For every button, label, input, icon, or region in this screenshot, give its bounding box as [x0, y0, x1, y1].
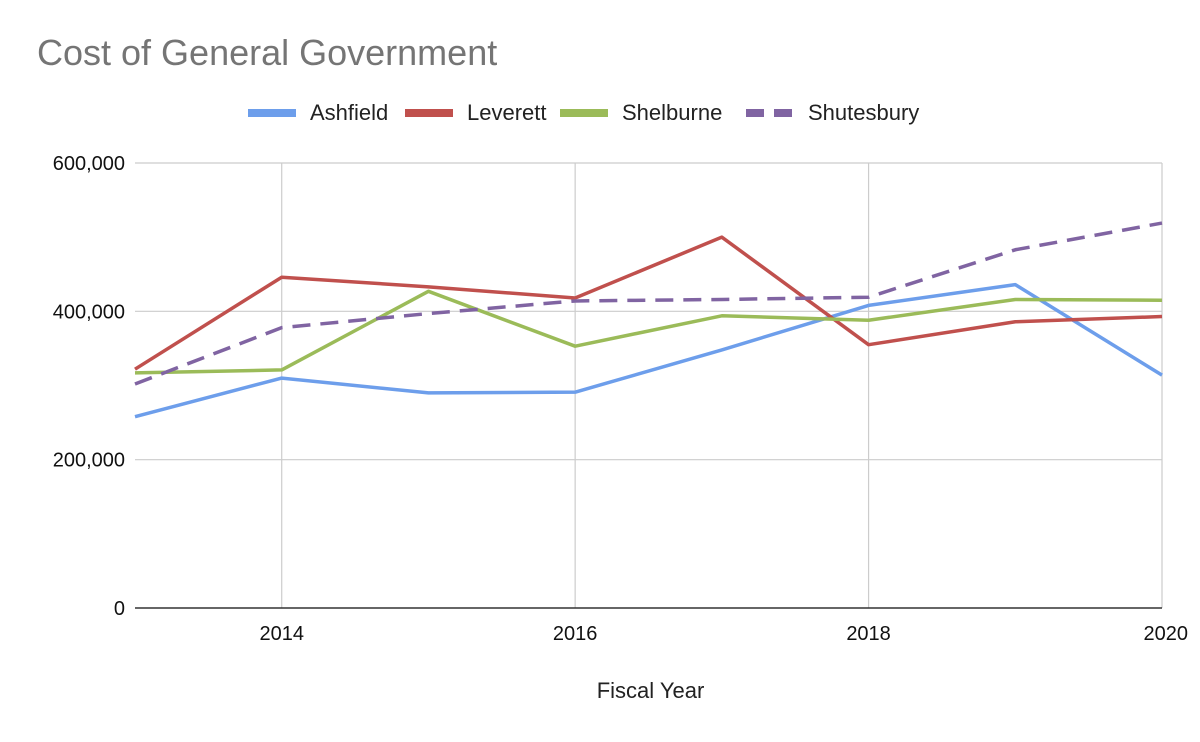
y-tick-label-3: 600,000	[53, 153, 125, 175]
legend-label-leverett: Leverett	[467, 100, 547, 125]
series-line-shelburne	[134, 289, 1163, 375]
y-tick-label-2: 400,000	[53, 301, 125, 323]
legend-swatch-ashfield	[248, 109, 296, 117]
series-line-leverett	[134, 235, 1163, 371]
y-tick-label-0: 0	[114, 598, 125, 620]
x-axis-title: Fiscal Year	[597, 678, 705, 703]
legend-swatch-leverett	[405, 109, 453, 117]
legend: Ashfield Leverett Shelburne Shutesbury	[0, 98, 1200, 128]
legend-label-shutesbury: Shutesbury	[808, 100, 920, 125]
y-tick-label-1: 200,000	[53, 450, 125, 472]
legend-item-shelburne: Shelburne	[560, 98, 722, 128]
x-tick-label-2: 2018	[846, 623, 891, 645]
legend-label-shelburne: Shelburne	[622, 100, 723, 125]
legend-item-shutesbury: Shutesbury	[746, 98, 919, 128]
x-tick-label-1: 2016	[553, 623, 598, 645]
legend-label-ashfield: Ashfield	[310, 100, 389, 125]
chart-title: Cost of General Government	[37, 32, 498, 73]
legend-item-leverett: Leverett	[405, 98, 547, 128]
legend-swatch-shelburne	[560, 109, 608, 117]
x-tick-label-3: 2020	[1144, 623, 1189, 645]
x-tick-label-0: 2014	[259, 623, 304, 645]
legend-swatch-shutesbury	[746, 109, 794, 117]
series-line-shutesbury	[134, 221, 1163, 386]
series-line-ashfield	[134, 282, 1163, 419]
legend-item-ashfield: Ashfield	[248, 98, 388, 128]
